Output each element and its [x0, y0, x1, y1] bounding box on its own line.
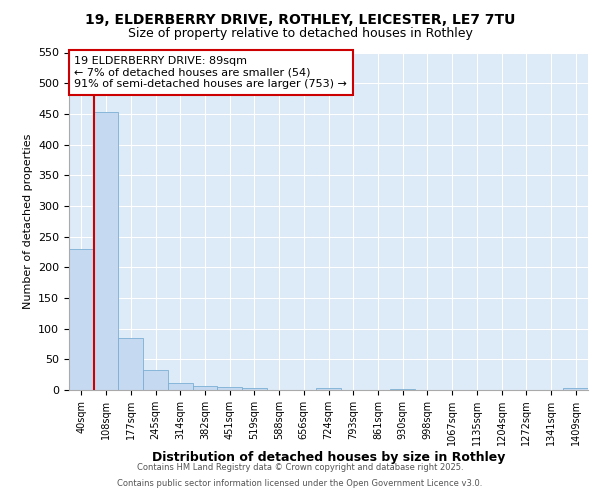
Bar	[193, 386, 217, 390]
Bar	[316, 388, 341, 390]
Bar	[118, 338, 143, 390]
Bar	[563, 388, 588, 390]
Bar	[390, 389, 415, 390]
Text: Contains public sector information licensed under the Open Government Licence v3: Contains public sector information licen…	[118, 478, 482, 488]
Text: 19 ELDERBERRY DRIVE: 89sqm
← 7% of detached houses are smaller (54)
91% of semi-: 19 ELDERBERRY DRIVE: 89sqm ← 7% of detac…	[74, 56, 347, 89]
Y-axis label: Number of detached properties: Number of detached properties	[23, 134, 32, 309]
Text: Contains HM Land Registry data © Crown copyright and database right 2025.: Contains HM Land Registry data © Crown c…	[137, 464, 463, 472]
Bar	[94, 112, 118, 390]
Text: Size of property relative to detached houses in Rothley: Size of property relative to detached ho…	[128, 28, 472, 40]
Bar	[242, 388, 267, 390]
X-axis label: Distribution of detached houses by size in Rothley: Distribution of detached houses by size …	[152, 451, 505, 464]
Bar	[69, 249, 94, 390]
Bar	[143, 370, 168, 390]
Text: 19, ELDERBERRY DRIVE, ROTHLEY, LEICESTER, LE7 7TU: 19, ELDERBERRY DRIVE, ROTHLEY, LEICESTER…	[85, 12, 515, 26]
Bar	[168, 382, 193, 390]
Bar	[217, 387, 242, 390]
